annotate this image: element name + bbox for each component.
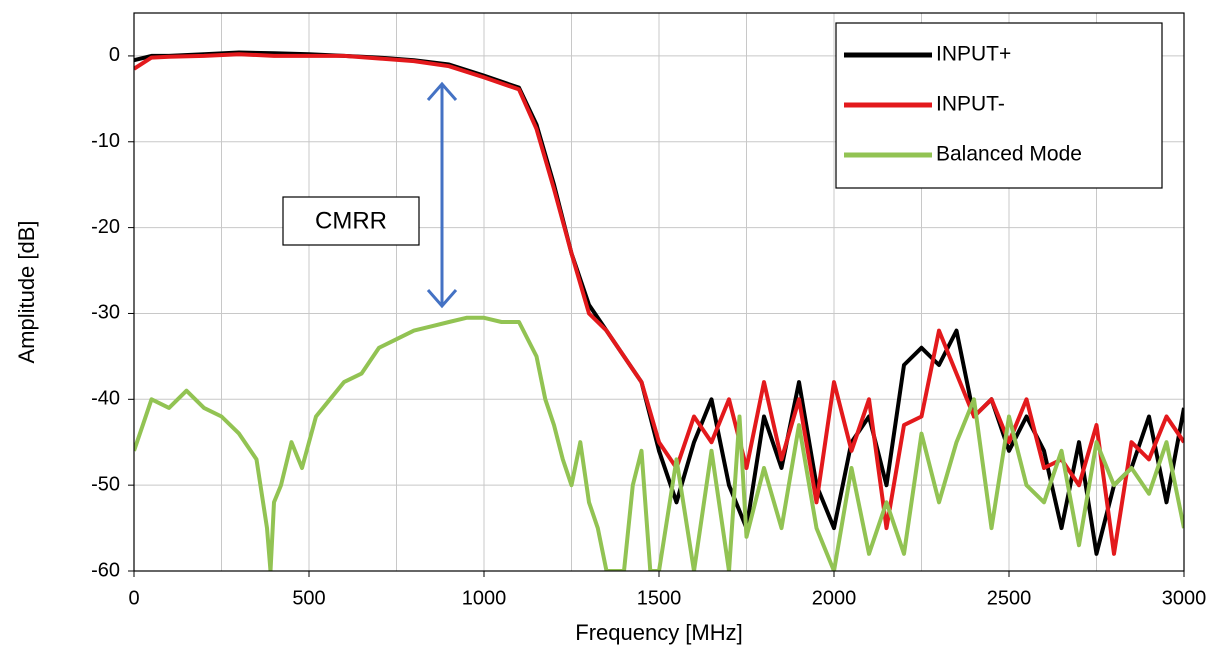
y-tick-label: -20 xyxy=(91,216,120,238)
legend: INPUT+ INPUT- Balanced Mode xyxy=(835,22,1163,189)
x-tick-label: 1500 xyxy=(637,587,682,609)
legend-text: INPUT- xyxy=(936,93,1005,116)
annotation: CMRR xyxy=(282,81,458,309)
y-tick-label: -10 xyxy=(91,130,120,152)
plot-lines xyxy=(134,50,1184,571)
x-tick-label: 3000 xyxy=(1162,587,1207,609)
cmrr-arrow-head xyxy=(426,289,458,309)
y-tick-label: -40 xyxy=(91,388,120,410)
x-tick-label: 2000 xyxy=(812,587,857,609)
legend-text: INPUT+ xyxy=(936,43,1011,66)
y-tick-label: -60 xyxy=(91,559,120,581)
x-tick-label: 500 xyxy=(292,587,325,609)
annotation-text: CMRR xyxy=(315,207,387,234)
x-tick-label: 0 xyxy=(128,587,139,609)
x-axis-label: Frequency [MHz] xyxy=(575,620,743,645)
ticks: 0 500 1000 1500 2000 2500 3000 -60 -50 -40 -30 -20 -… xyxy=(91,44,1206,609)
x-tick-label: 2500 xyxy=(987,587,1032,609)
y-tick-label: -50 xyxy=(91,473,120,495)
y-tick-label: 0 xyxy=(109,44,120,66)
cmrr-arrow-head xyxy=(426,81,458,101)
series-line xyxy=(134,52,1184,556)
series-line xyxy=(134,315,1184,571)
x-tick-label: 1000 xyxy=(462,587,507,609)
legend-text: Balanced Mode xyxy=(936,143,1082,166)
annotation-box xyxy=(282,196,420,246)
y-tick-label: -30 xyxy=(91,302,120,324)
y-axis-label: Amplitude [dB] xyxy=(14,220,39,363)
